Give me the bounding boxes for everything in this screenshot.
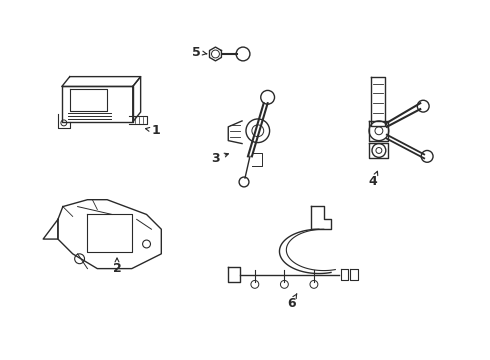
Text: 6: 6: [287, 294, 297, 310]
Text: 4: 4: [368, 171, 378, 189]
Text: 2: 2: [113, 258, 122, 275]
Text: 5: 5: [193, 45, 207, 59]
Text: 3: 3: [211, 152, 228, 165]
Text: 1: 1: [146, 124, 161, 137]
